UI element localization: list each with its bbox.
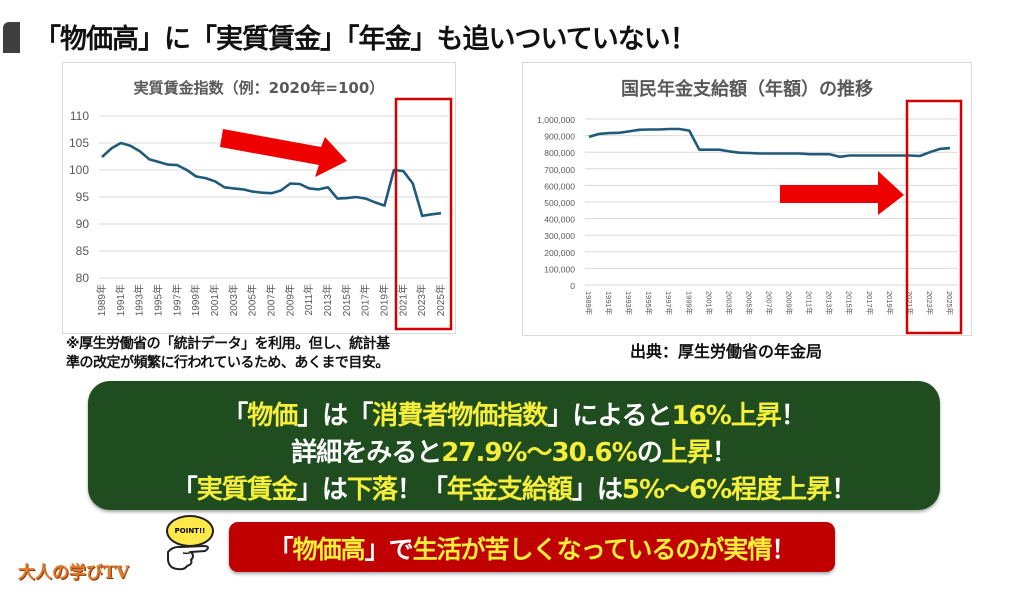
summary-box: 「物価」は「消費者物価指数」によると16%上昇！ 詳細をみると27.9%〜30.… xyxy=(88,381,940,510)
pension-plot: 0 100,000 200,000 300,000 400,000 500,000 600,… xyxy=(537,99,963,335)
channel-logo: 大人の学びTV xyxy=(18,563,129,583)
svg-text:2019年: 2019年 xyxy=(885,291,895,316)
svg-text:1997年: 1997年 xyxy=(664,291,674,316)
svg-text:2003年: 2003年 xyxy=(724,291,734,316)
svg-text:90: 90 xyxy=(76,217,90,231)
svg-text:1997年: 1997年 xyxy=(170,284,183,316)
svg-text:2003年: 2003年 xyxy=(227,284,240,316)
svg-text:300,000: 300,000 xyxy=(544,231,575,241)
svg-text:105: 105 xyxy=(69,136,89,150)
svg-text:2021年: 2021年 xyxy=(396,284,409,316)
svg-text:1999年: 1999年 xyxy=(684,291,694,316)
svg-text:2019年: 2019年 xyxy=(378,284,391,316)
conclusion-box: 「物価高」で生活が苦しくなっているのが実情！ xyxy=(229,522,835,572)
svg-text:2025年: 2025年 xyxy=(434,284,447,316)
note-line-2: 準の改定が頻繁に行われているため、あくまで目安。 xyxy=(66,355,389,371)
svg-text:700,000: 700,000 xyxy=(544,165,575,175)
real-wage-chart-title: 実質賃金指数（例：2020年=100） xyxy=(133,79,385,97)
svg-text:2005年: 2005年 xyxy=(744,291,754,316)
svg-text:2007年: 2007年 xyxy=(265,284,278,316)
svg-text:2001年: 2001年 xyxy=(704,291,714,316)
svg-text:2013年: 2013年 xyxy=(321,284,334,316)
svg-text:2011年: 2011年 xyxy=(302,284,315,316)
svg-text:100,000: 100,000 xyxy=(544,264,575,274)
svg-text:2023年: 2023年 xyxy=(415,284,428,316)
svg-text:2017年: 2017年 xyxy=(865,291,875,316)
svg-text:2013年: 2013年 xyxy=(825,291,835,316)
svg-text:85: 85 xyxy=(76,244,90,258)
summary-line-3: 「実質賃金」は下落！「年金支給額」は5%〜6%程度上昇！ xyxy=(171,475,857,505)
pointing-hand-icon xyxy=(167,544,209,571)
svg-text:1995年: 1995年 xyxy=(152,284,165,316)
svg-text:1,000,000: 1,000,000 xyxy=(537,115,575,125)
conclusion-text: 「物価高」で生活が苦しくなっているのが実情！ xyxy=(268,535,797,564)
pension-chart: 国民年金支給額（年額）の推移 0 100,000 200,000 300,000 400… xyxy=(522,62,972,336)
svg-text:80: 80 xyxy=(76,271,90,285)
svg-text:1991年: 1991年 xyxy=(604,291,614,316)
svg-text:1989年: 1989年 xyxy=(584,291,594,316)
page-title: 「物価高」に「実質賃金」「年金」も追いついていない！ xyxy=(34,24,697,55)
real-wage-plot: 80 85 90 95 100 105 110 1989年 1991年 1993年 1995年 199… xyxy=(69,97,453,331)
pension-chart-title: 国民年金支給額（年額）の推移 xyxy=(621,79,873,100)
svg-text:1989年: 1989年 xyxy=(95,284,108,316)
svg-text:2015年: 2015年 xyxy=(845,291,855,316)
svg-text:2025年: 2025年 xyxy=(945,291,955,316)
summary-line-1: 「物価」は「消費者物価指数」によると16%上昇！ xyxy=(222,401,807,431)
svg-text:800,000: 800,000 xyxy=(544,148,575,158)
svg-text:2009年: 2009年 xyxy=(785,291,795,316)
pension-source: 出典：厚生労働省の年金局 xyxy=(630,342,823,361)
svg-text:1999年: 1999年 xyxy=(189,284,202,316)
svg-text:900,000: 900,000 xyxy=(544,132,575,142)
svg-text:2007年: 2007年 xyxy=(765,291,775,316)
svg-text:600,000: 600,000 xyxy=(544,181,575,191)
svg-text:1993年: 1993年 xyxy=(133,284,146,316)
svg-text:1995年: 1995年 xyxy=(644,291,654,316)
svg-text:2017年: 2017年 xyxy=(359,284,372,316)
title-accent-bar xyxy=(3,22,20,53)
svg-text:2011年: 2011年 xyxy=(805,291,815,315)
svg-text:2001年: 2001年 xyxy=(208,284,221,316)
summary-line-2: 詳細をみると27.9%〜30.6%の上昇！ xyxy=(291,438,737,468)
svg-text:2015年: 2015年 xyxy=(340,284,353,316)
svg-text:95: 95 xyxy=(76,190,90,204)
svg-text:1991年: 1991年 xyxy=(114,284,127,316)
svg-text:0: 0 xyxy=(570,281,575,291)
svg-text:2021年: 2021年 xyxy=(905,291,915,316)
real-wage-chart: 実質賃金指数（例：2020年=100） 80 85 90 95 100 105 110 198… xyxy=(62,62,456,334)
svg-text:500,000: 500,000 xyxy=(544,198,575,208)
svg-text:1993年: 1993年 xyxy=(624,291,634,316)
svg-text:2023年: 2023年 xyxy=(925,291,935,316)
svg-text:200,000: 200,000 xyxy=(544,248,575,258)
svg-text:100: 100 xyxy=(69,163,89,177)
svg-text:2005年: 2005年 xyxy=(246,284,259,316)
svg-text:2009年: 2009年 xyxy=(283,284,296,316)
svg-text:110: 110 xyxy=(70,109,89,123)
note-line-1: ※厚生労働省の「統計データ」を利用。但し、統計基 xyxy=(66,336,390,352)
svg-text:400,000: 400,000 xyxy=(544,215,575,225)
